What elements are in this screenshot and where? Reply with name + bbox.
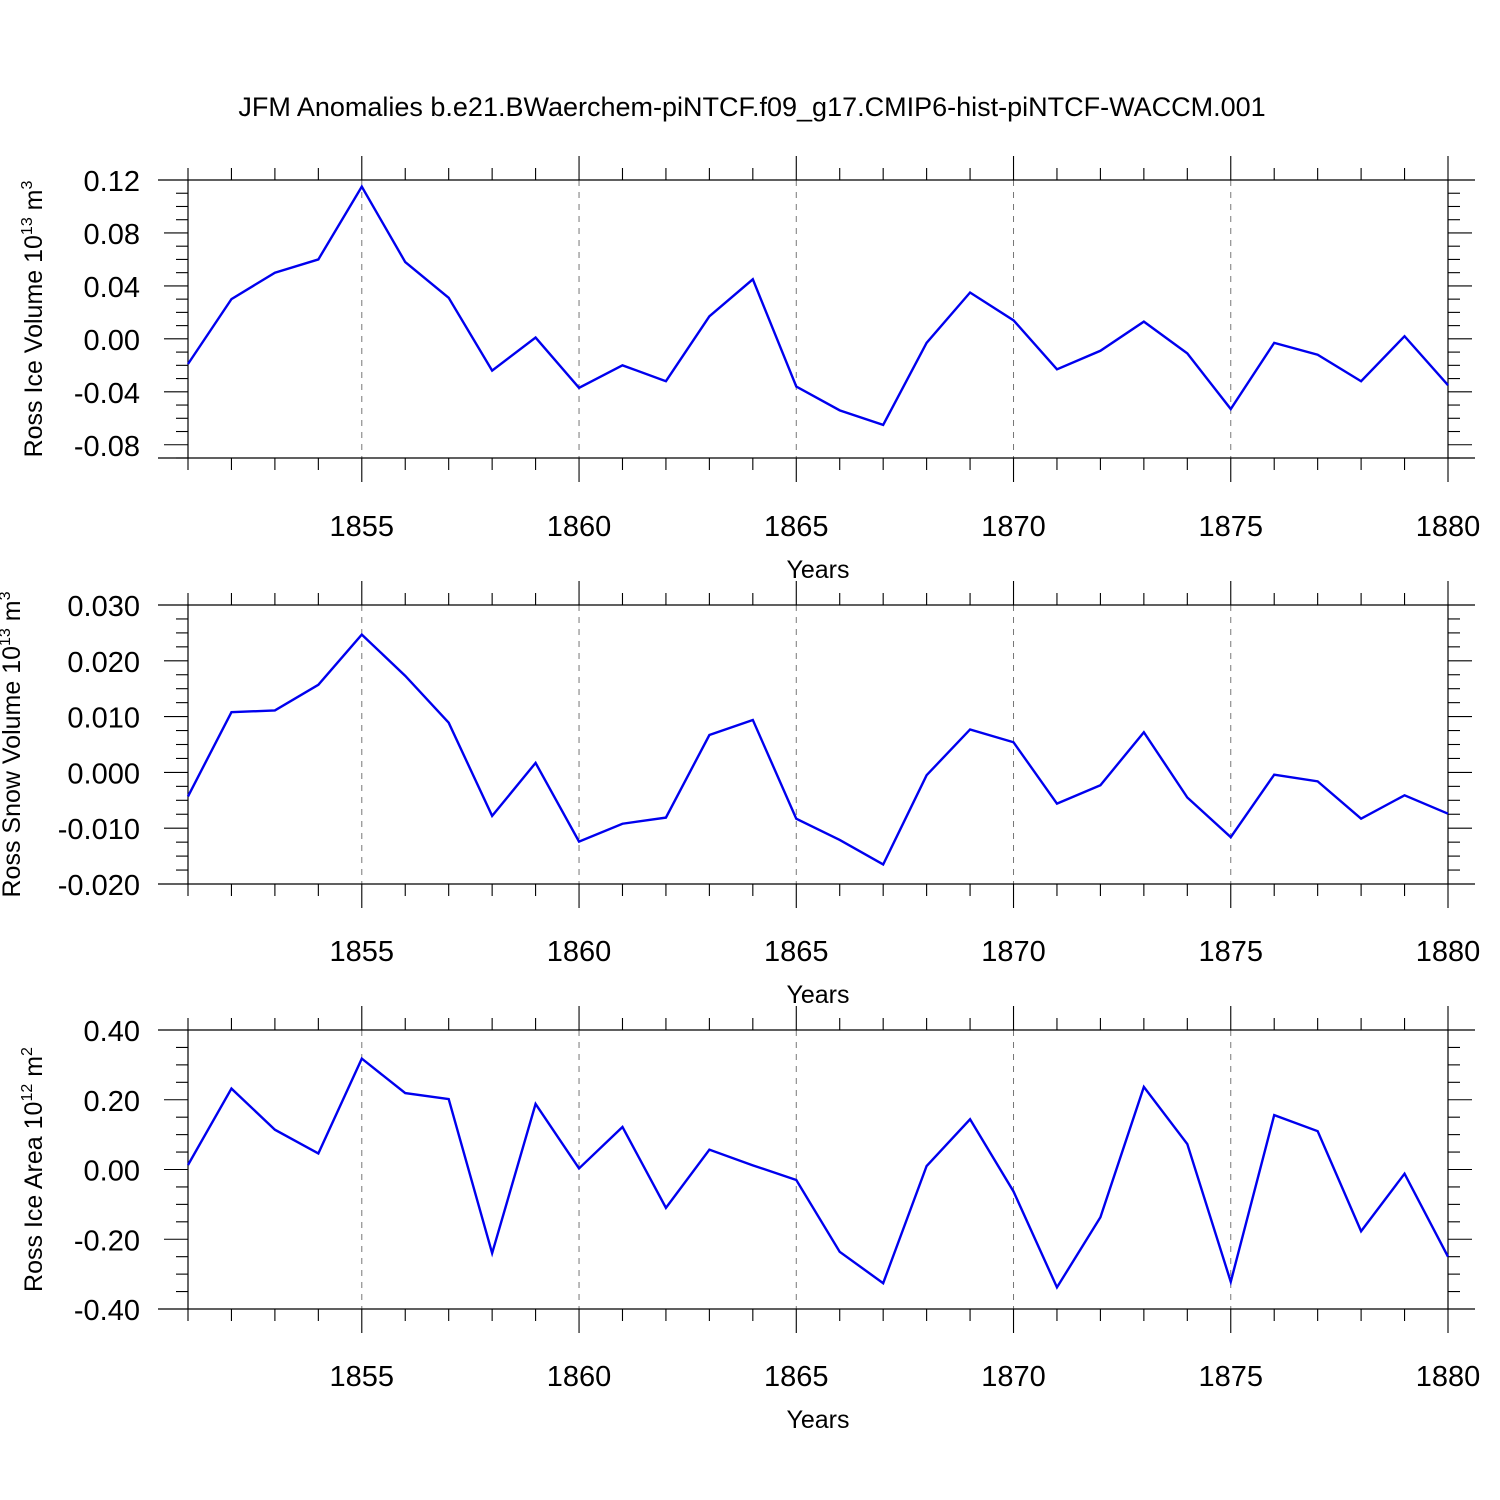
- y-tick-label: -0.08: [74, 431, 140, 463]
- y-tick-label: -0.020: [58, 870, 140, 902]
- y-tick-label: 0.00: [84, 1156, 140, 1188]
- y-tick-label: 0.030: [67, 591, 140, 623]
- x-tick-label: 1875: [1199, 511, 1264, 543]
- y-tick-label: 0.08: [84, 219, 140, 251]
- panel-1: 0.12 0.08 0.04 0.00 -0.04 -0.08 1855 1860 1865 18…: [19, 156, 1480, 584]
- y-tick-label: 0.20: [84, 1086, 140, 1118]
- y-axis-label-part: m: [0, 600, 26, 628]
- y-tick-label: -0.04: [74, 378, 140, 410]
- y-tick-label: -0.20: [74, 1225, 140, 1257]
- y-tick-label: 0.04: [84, 272, 140, 304]
- y-tick-label: 0.010: [67, 703, 140, 735]
- y-tick-label: 0.00: [84, 325, 140, 357]
- y-axis-label-part: Ross Ice Volume 10: [20, 235, 48, 457]
- x-tick-label: 1865: [764, 511, 829, 543]
- panel-3: 0.40 0.20 0.00 -0.20 -0.40 1855 1860 1865 1870 18…: [19, 1006, 1480, 1434]
- y-tick-label: -0.010: [58, 814, 140, 846]
- x-axis-label: Years: [786, 556, 849, 584]
- x-tick-label: 1855: [330, 936, 395, 968]
- x-tick-label: 1870: [981, 936, 1046, 968]
- x-tick-label: 1860: [547, 936, 612, 968]
- x-tick-label: 1880: [1416, 936, 1481, 968]
- series-line: [187, 184, 1449, 427]
- y-axis-label: Ross Ice Volume 1013 m3: [19, 180, 48, 457]
- x-tick-label: 1880: [1416, 511, 1481, 543]
- y-axis-label-part: m: [20, 189, 48, 217]
- y-axis-label-part: m: [20, 1056, 48, 1084]
- panel-2: 0.030 0.020 0.010 0.000 -0.010 -0.020 1855 1860…: [0, 581, 1480, 1009]
- series-line: [186, 1056, 1450, 1290]
- y-axis-label-part: 13: [0, 628, 14, 646]
- x-tick-label: 1870: [981, 511, 1046, 543]
- x-tick-label: 1855: [330, 1361, 395, 1393]
- x-tick-label: 1860: [547, 511, 612, 543]
- x-tick-label: 1875: [1199, 1361, 1264, 1393]
- y-tick-label: 0.12: [84, 166, 140, 198]
- x-tick-label: 1875: [1199, 936, 1264, 968]
- y-axis-label-part: Ross Ice Area 10: [20, 1102, 48, 1292]
- chart-title: JFM Anomalies b.e21.BWaerchem-piNTCF.f09…: [238, 92, 1265, 122]
- x-tick-label: 1865: [764, 1361, 829, 1393]
- y-axis-label: Ross Ice Area 1012 m2: [19, 1047, 48, 1292]
- y-axis-label-part: 3: [19, 180, 36, 189]
- y-axis-label-part: Ross Snow Volume 10: [0, 646, 26, 898]
- x-tick-label: 1855: [330, 511, 395, 543]
- y-axis-label: Ross Snow Volume 1013 m3: [0, 591, 26, 897]
- x-axis-label: Years: [786, 981, 849, 1009]
- x-tick-label: 1870: [981, 1361, 1046, 1393]
- y-tick-label: 0.020: [67, 647, 140, 679]
- y-axis-label-part: 3: [0, 591, 14, 600]
- y-tick-label: 0.40: [84, 1016, 140, 1048]
- y-axis-label-part: 2: [19, 1047, 36, 1056]
- x-tick-label: 1860: [547, 1361, 612, 1393]
- x-tick-label: 1880: [1416, 1361, 1481, 1393]
- y-tick-label: -0.40: [74, 1295, 140, 1327]
- x-axis-label: Years: [786, 1406, 849, 1434]
- y-axis-label-part: 13: [19, 217, 36, 235]
- series-line: [186, 632, 1449, 867]
- x-tick-label: 1865: [764, 936, 829, 968]
- chart-panels: 0.12 0.08 0.04 0.00 -0.04 -0.08 1855 1860 1865 18…: [0, 156, 1480, 1434]
- y-axis-label-part: 12: [19, 1084, 36, 1102]
- y-tick-label: 0.000: [67, 758, 140, 790]
